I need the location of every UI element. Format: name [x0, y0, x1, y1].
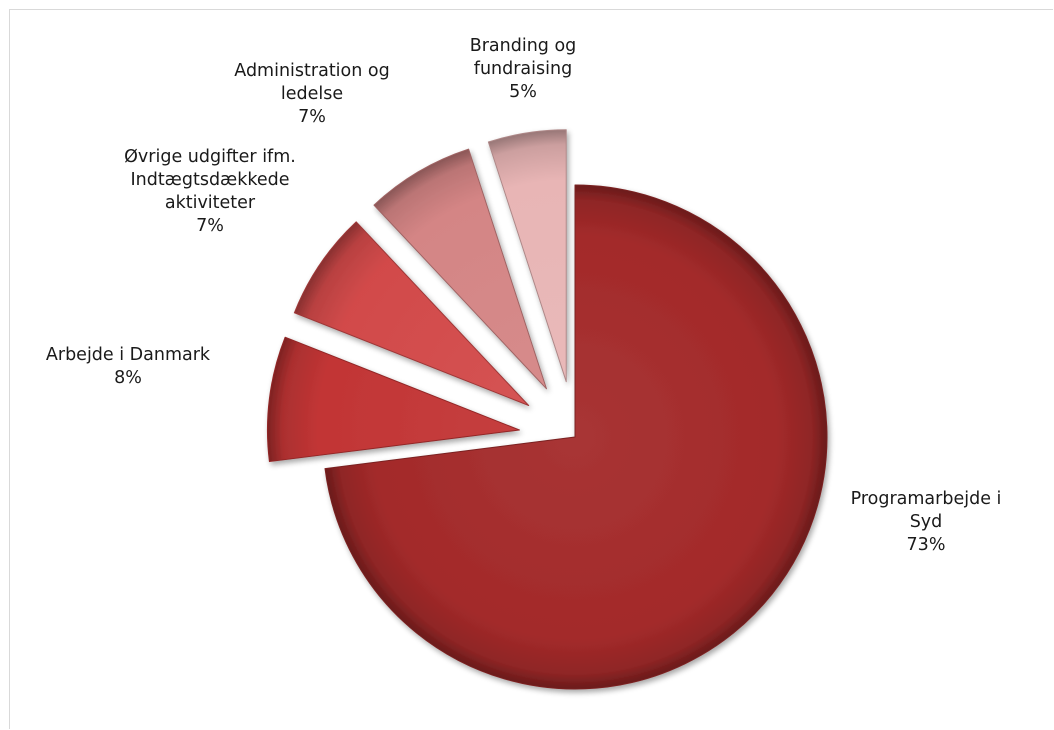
slice-category-label: Administration og: [234, 61, 389, 81]
slice-label-2: Øvrige udgifter ifm. Indtægtsdækkede aktiv…: [124, 147, 296, 236]
slice-category-label: Syd: [910, 512, 943, 532]
pie-slice-3: [373, 148, 547, 390]
slice-category-label: Programarbejde i: [851, 489, 1002, 509]
slice-category-label: Øvrige udgifter ifm.: [124, 147, 296, 167]
slice-percent-label: 5%: [509, 82, 537, 102]
slice-category-label: fundraising: [474, 59, 572, 79]
slice-percent-label: 7%: [298, 107, 326, 127]
pie-slice-1: [267, 336, 520, 463]
pie-slice-0: [324, 184, 828, 690]
slice-category-label: Arbejde i Danmark: [46, 345, 211, 365]
slice-label-3: Administration og ledelse 7%: [234, 61, 389, 127]
slice-category-label: ledelse: [281, 84, 343, 104]
pie-slice-4: [487, 129, 567, 383]
pie-slice-2: [293, 221, 530, 407]
slice-label-4: Branding og fundraising 5%: [470, 36, 577, 102]
chart-frame: [9, 9, 1053, 729]
slice-category-label: Indtægtsdækkede: [130, 170, 289, 190]
slice-percent-label: 8%: [114, 368, 142, 388]
slice-category-label: Branding og: [470, 36, 577, 56]
slice-category-label: aktiviteter: [165, 193, 256, 213]
slice-percent-label: 7%: [196, 216, 224, 236]
slice-label-1: Arbejde i Danmark 8%: [46, 345, 211, 388]
slice-label-0: Programarbejde i Syd 73%: [851, 489, 1002, 555]
slice-percent-label: 73%: [907, 535, 946, 555]
